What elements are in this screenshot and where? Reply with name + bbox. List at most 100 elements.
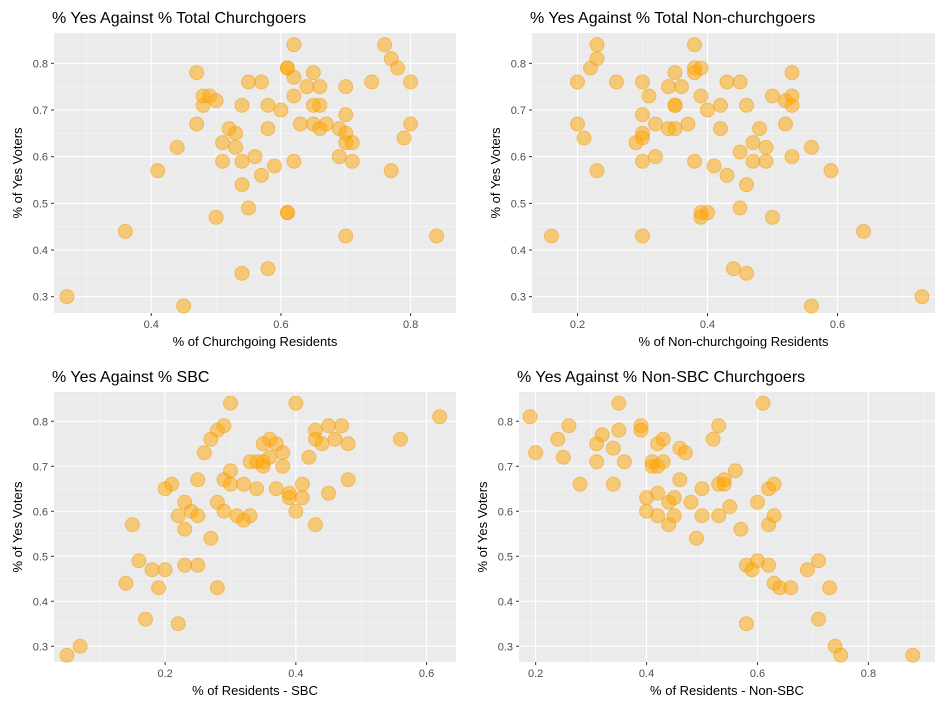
y-axis-title: % of Yes Voters — [488, 127, 503, 219]
chart-panel-total-churchgoers: 0.4 0.6 0.8 0.3 0.4 0.5 0.6 0.7 0.8 % Yes Against… — [0, 0, 474, 359]
y-tick-label: 0.6 — [33, 152, 48, 164]
data-point — [301, 449, 317, 465]
data-point — [761, 557, 777, 573]
data-point — [784, 149, 800, 165]
data-point — [228, 139, 244, 155]
data-point — [555, 449, 571, 465]
plot-background — [519, 392, 935, 662]
data-point — [432, 409, 448, 425]
data-point — [150, 163, 166, 179]
y-tick-label: 0.4 — [33, 596, 48, 608]
data-point — [693, 88, 709, 104]
data-point — [674, 79, 689, 95]
scatter-plot-svg: 0.2 0.4 0.6 0.3 0.4 0.5 0.6 0.7 0.8 % Yes Against… — [488, 10, 935, 349]
y-tick-label: 0.8 — [511, 58, 526, 70]
data-point — [247, 149, 263, 165]
data-point — [722, 499, 738, 515]
data-point — [822, 580, 838, 596]
data-point — [138, 611, 154, 627]
y-tick-label: 0.3 — [33, 292, 48, 304]
data-point — [752, 121, 767, 137]
data-point — [811, 553, 827, 569]
y-tick-label: 0.8 — [498, 416, 513, 428]
data-point — [222, 463, 238, 479]
data-point — [189, 116, 205, 132]
data-point — [694, 481, 710, 497]
x-tick-label: 0.4 — [700, 319, 715, 331]
x-axis-title: % of Non-churchgoing Residents — [638, 334, 829, 349]
data-point — [234, 97, 250, 113]
data-point — [783, 580, 799, 596]
y-tick-label: 0.7 — [33, 105, 48, 117]
data-point — [234, 153, 250, 169]
data-point — [648, 116, 663, 132]
data-point — [589, 37, 605, 53]
data-point — [544, 228, 559, 244]
data-point — [766, 476, 782, 492]
data-point — [403, 116, 419, 132]
data-point — [364, 74, 380, 90]
data-point — [700, 102, 715, 118]
data-point — [811, 611, 827, 627]
data-point — [281, 490, 297, 506]
data-point — [706, 158, 722, 174]
x-tick-label: 0.8 — [861, 668, 876, 680]
chart-panel-sbc: 0.2 0.4 0.6 0.3 0.4 0.5 0.6 0.7 0.8 % Yes Against… — [0, 360, 474, 719]
data-point — [215, 153, 231, 169]
data-point — [294, 490, 310, 506]
data-point — [117, 223, 133, 239]
data-point — [589, 51, 605, 67]
data-point — [576, 130, 592, 146]
data-point — [216, 418, 232, 434]
data-point — [307, 517, 323, 533]
data-point — [403, 74, 419, 90]
data-point — [286, 37, 302, 53]
data-point — [732, 74, 748, 90]
data-point — [739, 177, 754, 193]
data-point — [334, 418, 350, 434]
y-tick-label: 0.8 — [33, 416, 48, 428]
chart-panel-non-sbc-churchgoers: 0.2 0.4 0.6 0.8 0.3 0.4 0.5 0.6 0.7 0.8 % Yes Agai… — [475, 360, 949, 719]
data-point — [222, 476, 238, 492]
data-point — [305, 65, 321, 81]
chart-title: % Yes Against % Non-SBC Churchgoers — [517, 369, 805, 386]
data-point — [688, 530, 704, 546]
data-point — [216, 503, 232, 519]
data-point — [383, 163, 399, 179]
y-tick-label: 0.7 — [511, 105, 526, 117]
data-point — [170, 616, 186, 632]
x-axis-title: % of Residents - Non-SBC — [650, 683, 804, 698]
data-point — [667, 121, 683, 137]
y-tick-label: 0.6 — [511, 152, 526, 164]
x-tick-label: 0.6 — [419, 668, 434, 680]
data-point — [561, 418, 577, 434]
y-tick-label: 0.3 — [511, 292, 526, 304]
data-point — [164, 476, 180, 492]
data-point — [705, 431, 721, 447]
data-point — [338, 107, 354, 123]
data-point — [215, 135, 231, 151]
data-point — [190, 472, 206, 488]
y-tick-label: 0.5 — [33, 551, 48, 563]
data-point — [340, 472, 356, 488]
data-point — [286, 88, 302, 104]
data-point — [713, 121, 728, 137]
data-point — [641, 88, 657, 104]
data-point — [804, 139, 819, 155]
data-point — [905, 647, 921, 663]
y-tick-label: 0.3 — [498, 641, 513, 653]
data-point — [279, 205, 295, 221]
data-point — [528, 445, 544, 461]
data-point — [655, 431, 671, 447]
scatter-plot-svg: 0.4 0.6 0.8 0.3 0.4 0.5 0.6 0.7 0.8 % Yes Against… — [10, 10, 456, 349]
data-point — [275, 445, 291, 461]
y-axis-title: % of Yes Voters — [475, 481, 490, 573]
data-point — [719, 167, 735, 183]
y-tick-label: 0.8 — [33, 58, 48, 70]
data-point — [750, 494, 766, 510]
data-point — [314, 436, 330, 452]
data-point — [170, 508, 186, 524]
chart-title: % Yes Against % Total Churchgoers — [52, 10, 306, 27]
data-point — [253, 74, 269, 90]
scatter-plot-svg: 0.2 0.4 0.6 0.8 0.3 0.4 0.5 0.6 0.7 0.8 % Yes Agai… — [475, 369, 935, 698]
